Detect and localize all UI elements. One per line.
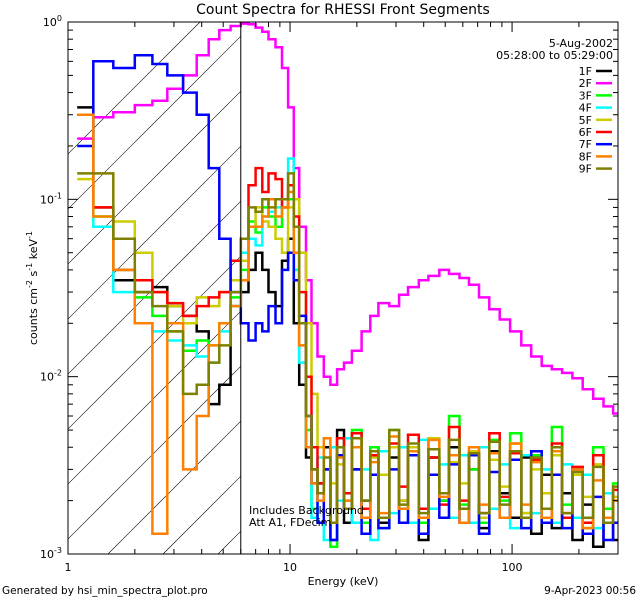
series-1F <box>77 106 618 548</box>
hatch-line <box>68 90 241 265</box>
time-range-label: 05:28:00 to 05:29:00 <box>496 49 613 62</box>
x-tick-label: 10 <box>283 561 297 574</box>
series-5F <box>77 177 618 520</box>
y-tick-label: 10-3 <box>40 546 62 561</box>
x-tick-label: 100 <box>502 561 523 574</box>
x-tick-labels: 1 10 100 <box>65 561 523 574</box>
axis-ticks <box>67 21 619 555</box>
legend-label-2F: 2F <box>579 77 592 90</box>
hatch-line <box>68 310 241 485</box>
hatch-line <box>383 22 640 554</box>
hatch-line <box>68 200 241 375</box>
plot-frame <box>67 21 619 555</box>
annotation-line-2: Att A1, FDecim <box>249 516 331 529</box>
legend-label-3F: 3F <box>579 89 592 102</box>
series-layer <box>77 22 618 548</box>
y-tick-label: 100 <box>43 14 62 29</box>
x-tick-label: 1 <box>65 561 72 574</box>
hatch-line <box>68 22 201 155</box>
x-axis-label: Energy (keV) <box>308 575 379 588</box>
annotation-line-1: Includes Background <box>249 504 364 517</box>
hatch-line <box>162 475 241 554</box>
legend-label-8F: 8F <box>579 150 592 163</box>
series-8F <box>77 113 618 536</box>
hatch-line <box>603 22 640 554</box>
legend-label-9F: 9F <box>579 163 592 176</box>
date-label: 5-Aug-2002 <box>549 37 613 50</box>
chart-title: Count Spectra for RHESSI Front Segments <box>196 2 490 18</box>
hatch-line <box>68 35 241 210</box>
legend-label-4F: 4F <box>579 102 592 115</box>
series-2F <box>77 22 618 415</box>
hatch-line <box>68 145 241 320</box>
y-axis-label: counts cm-2 s-1 keV-1 <box>25 231 40 345</box>
hatch-line <box>68 365 241 540</box>
legend-label-7F: 7F <box>579 138 592 151</box>
y-tick-label: 10-1 <box>40 191 62 206</box>
series-7F <box>77 53 618 542</box>
hatch-line <box>68 255 241 430</box>
y-tick-label: 10-2 <box>40 369 62 384</box>
footer-generated-by: Generated by hsi_min_spectra_plot.pro <box>2 585 208 597</box>
y-tick-labels: 100 10-1 10-2 10-3 <box>40 14 62 561</box>
series-9F <box>77 172 618 525</box>
legend-label-6F: 6F <box>579 126 592 139</box>
legend-label-1F: 1F <box>579 65 592 78</box>
legend-label-5F: 5F <box>579 114 592 127</box>
footer-timestamp: 9-Apr-2023 00:56 <box>544 585 636 597</box>
series-4F <box>77 113 618 542</box>
